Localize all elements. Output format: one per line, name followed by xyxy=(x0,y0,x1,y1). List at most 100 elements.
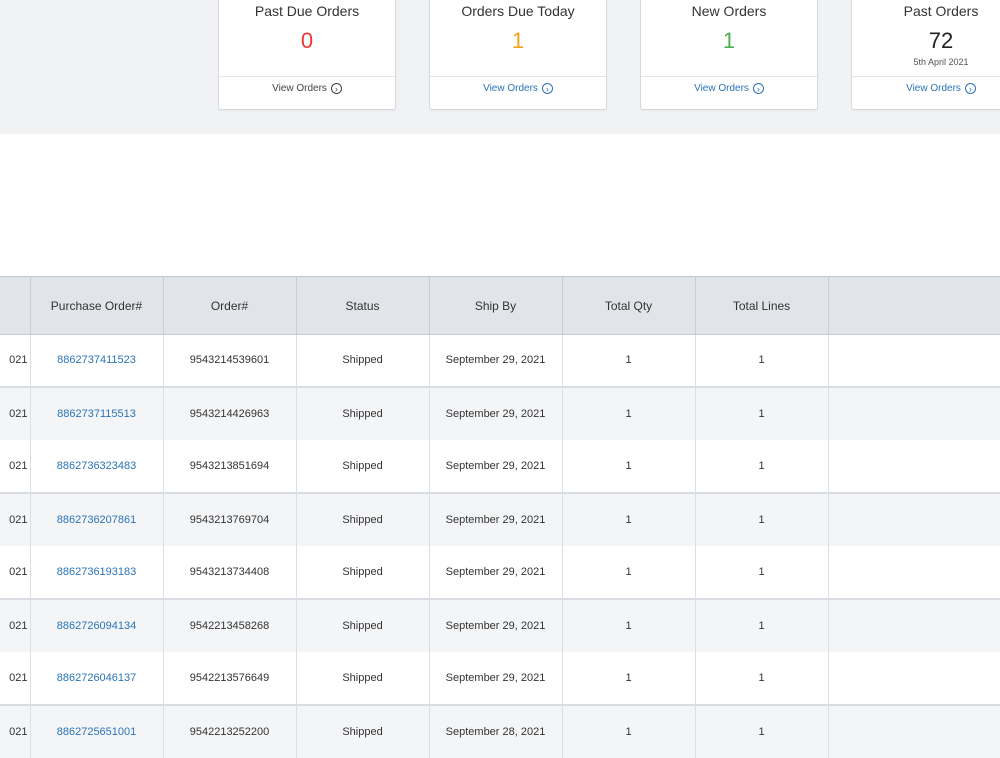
purchase-order-link[interactable]: 8862726046137 xyxy=(29,651,164,705)
column-header-total-lines[interactable]: Total Lines xyxy=(694,276,829,335)
past-due-orders-card: Past Due Orders 0 View Orders › xyxy=(218,0,396,110)
table-row[interactable]: 021 8862725651001 9542213252200 Shipped … xyxy=(0,703,1000,758)
order-number-cell: 9542213576649 xyxy=(162,651,297,705)
order-date-cell: 021 xyxy=(0,597,31,652)
table-row[interactable]: 021 8862736323483 9543213851694 Shipped … xyxy=(0,439,1000,493)
order-number-cell: 9543213734408 xyxy=(162,545,297,599)
total-qty-cell: 1 xyxy=(561,597,696,652)
purchase-order-link[interactable]: 8862736193183 xyxy=(29,545,164,599)
table-header-row: Purchase Order# Order# Status Ship By To… xyxy=(0,276,1000,335)
status-cell: Shipped xyxy=(295,491,430,546)
total-qty-cell: 1 xyxy=(561,651,696,705)
actions-cell xyxy=(827,491,1000,546)
order-date-cell: 021 xyxy=(0,334,31,387)
actions-cell xyxy=(827,651,1000,705)
status-cell: Shipped xyxy=(295,439,430,493)
chevron-right-icon: › xyxy=(752,83,764,94)
status-cell: Shipped xyxy=(295,545,430,599)
order-number-cell: 9543214426963 xyxy=(162,385,297,440)
status-cell: Shipped xyxy=(295,703,430,758)
column-header-status[interactable]: Status xyxy=(295,276,430,335)
column-header-order[interactable]: Order# xyxy=(162,276,297,335)
view-orders-label: View Orders xyxy=(694,83,749,95)
order-summary-band: Past Due Orders 0 View Orders › Orders Du… xyxy=(0,0,1000,134)
total-lines-cell: 1 xyxy=(694,703,829,758)
card-divider xyxy=(430,76,606,77)
status-cell: Shipped xyxy=(295,651,430,705)
orders-due-today-card: Orders Due Today 1 View Orders › xyxy=(429,0,607,110)
total-lines-cell: 1 xyxy=(694,545,829,599)
purchase-order-link[interactable]: 8862736323483 xyxy=(29,439,164,493)
purchase-order-link[interactable]: 8862737411523 xyxy=(29,334,164,387)
orders-table: Purchase Order# Order# Status Ship By To… xyxy=(0,276,1000,758)
view-orders-link[interactable]: View Orders › xyxy=(641,83,817,94)
status-cell: Shipped xyxy=(295,385,430,440)
chevron-right-icon: › xyxy=(541,83,553,94)
table-row[interactable]: 021 8862736207861 9543213769704 Shipped … xyxy=(0,491,1000,546)
ship-by-cell: September 29, 2021 xyxy=(428,651,563,705)
purchase-order-link[interactable]: 8862736207861 xyxy=(29,491,164,546)
view-orders-link[interactable]: View Orders › xyxy=(219,83,395,94)
orders-table-container: Purchase Order# Order# Status Ship By To… xyxy=(0,276,1000,758)
total-lines-cell: 1 xyxy=(694,597,829,652)
ship-by-cell: September 29, 2021 xyxy=(428,334,563,387)
chevron-right-icon: › xyxy=(330,83,342,94)
order-date-cell: 021 xyxy=(0,439,31,493)
order-number-cell: 9543213769704 xyxy=(162,491,297,546)
card-title: Orders Due Today xyxy=(461,3,575,19)
total-qty-cell: 1 xyxy=(561,491,696,546)
table-row[interactable]: 021 8862736193183 9543213734408 Shipped … xyxy=(0,545,1000,599)
total-lines-cell: 1 xyxy=(694,385,829,440)
order-date-cell: 021 xyxy=(0,545,31,599)
total-qty-cell: 1 xyxy=(561,334,696,387)
order-date-cell: 021 xyxy=(0,703,31,758)
card-count: 1 xyxy=(511,28,525,53)
column-header-date[interactable] xyxy=(0,276,31,335)
table-row[interactable]: 021 8862726046137 9542213576649 Shipped … xyxy=(0,651,1000,705)
card-divider xyxy=(219,76,395,77)
ship-by-cell: September 29, 2021 xyxy=(428,545,563,599)
ship-by-cell: September 29, 2021 xyxy=(428,597,563,652)
table-row[interactable]: 021 8862737115513 9543214426963 Shipped … xyxy=(0,385,1000,440)
purchase-order-link[interactable]: 8862726094134 xyxy=(29,597,164,652)
column-header-total-qty[interactable]: Total Qty xyxy=(561,276,696,335)
actions-cell xyxy=(827,545,1000,599)
total-qty-cell: 1 xyxy=(561,545,696,599)
card-title: Past Orders xyxy=(903,3,979,19)
past-orders-card: Past Orders 72 5th April 2021 View Order… xyxy=(851,0,1000,110)
table-row[interactable]: 021 8862726094134 9542213458268 Shipped … xyxy=(0,597,1000,652)
order-date-cell: 021 xyxy=(0,651,31,705)
actions-cell xyxy=(827,334,1000,387)
total-qty-cell: 1 xyxy=(561,703,696,758)
order-number-cell: 9542213252200 xyxy=(162,703,297,758)
purchase-order-link[interactable]: 8862725651001 xyxy=(29,703,164,758)
total-lines-cell: 1 xyxy=(694,491,829,546)
actions-cell xyxy=(827,597,1000,652)
total-qty-cell: 1 xyxy=(561,385,696,440)
total-lines-cell: 1 xyxy=(694,651,829,705)
status-cell: Shipped xyxy=(295,334,430,387)
card-count: 1 xyxy=(722,28,736,53)
purchase-order-link[interactable]: 8862737115513 xyxy=(29,385,164,440)
view-orders-link[interactable]: View Orders › xyxy=(852,83,1000,94)
chevron-right-icon: › xyxy=(964,83,976,94)
view-orders-link[interactable]: View Orders › xyxy=(430,83,606,94)
column-header-purchase-order[interactable]: Purchase Order# xyxy=(29,276,164,335)
total-lines-cell: 1 xyxy=(694,439,829,493)
card-title: Past Due Orders xyxy=(254,3,360,19)
card-divider xyxy=(852,76,1000,77)
view-orders-label: View Orders xyxy=(906,83,961,95)
order-number-cell: 9543213851694 xyxy=(162,439,297,493)
card-count: 72 xyxy=(928,28,954,53)
column-header-ship-by[interactable]: Ship By xyxy=(428,276,563,335)
order-date-cell: 021 xyxy=(0,491,31,546)
order-number-cell: 9543214539601 xyxy=(162,334,297,387)
ship-by-cell: September 29, 2021 xyxy=(428,439,563,493)
total-lines-cell: 1 xyxy=(694,334,829,387)
order-number-cell: 9542213458268 xyxy=(162,597,297,652)
status-cell: Shipped xyxy=(295,597,430,652)
view-orders-label: View Orders xyxy=(483,83,538,95)
card-since-date: 5th April 2021 xyxy=(913,57,969,67)
table-row[interactable]: 021 8862737411523 9543214539601 Shipped … xyxy=(0,334,1000,387)
ship-by-cell: September 29, 2021 xyxy=(428,491,563,546)
